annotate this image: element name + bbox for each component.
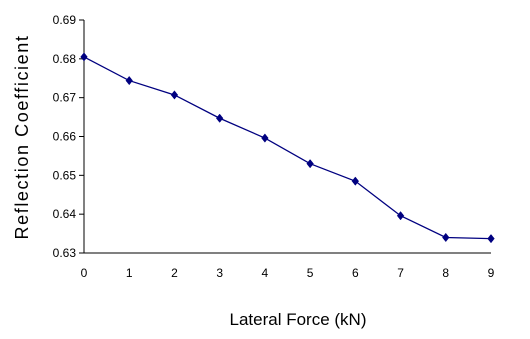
ticks: 0.63 0.64 0.65 0.66 0.67 0.68 0.69 0 1 2 3 4 5 6 7 8 9 bbox=[53, 13, 495, 280]
data-point-marker bbox=[396, 211, 405, 221]
axes bbox=[83, 20, 491, 254]
x-tick-label: 9 bbox=[488, 266, 495, 280]
data-point-marker bbox=[442, 232, 450, 243]
y-tick-label: 0.67 bbox=[53, 91, 77, 105]
y-tick-label: 0.69 bbox=[53, 13, 77, 27]
series bbox=[80, 52, 495, 244]
x-tick-label: 2 bbox=[171, 266, 178, 280]
data-point-marker bbox=[487, 234, 495, 244]
y-tick-label: 0.66 bbox=[53, 130, 77, 144]
x-tick-label: 7 bbox=[397, 266, 404, 280]
series-line bbox=[83, 56, 492, 240]
x-axis-title: Lateral Force (kN) bbox=[230, 310, 367, 329]
x-tick-label: 4 bbox=[262, 266, 269, 280]
y-tick-label: 0.64 bbox=[53, 207, 77, 221]
x-tick-label: 8 bbox=[442, 266, 449, 280]
y-tick-label: 0.65 bbox=[53, 168, 77, 182]
data-point-marker bbox=[170, 90, 179, 100]
data-point-marker bbox=[261, 133, 269, 143]
data-point-marker bbox=[125, 75, 133, 86]
data-point-marker bbox=[351, 176, 360, 186]
x-tick-label: 0 bbox=[81, 266, 88, 280]
y-axis-title: Reflection Coefficient bbox=[12, 35, 32, 240]
y-tick-label: 0.63 bbox=[53, 246, 77, 260]
x-tick-label: 1 bbox=[126, 266, 133, 280]
data-point-marker bbox=[215, 113, 224, 123]
data-point-marker bbox=[306, 159, 314, 169]
data-point-marker bbox=[80, 52, 88, 62]
x-tick-label: 6 bbox=[352, 266, 359, 280]
x-tick-label: 3 bbox=[216, 266, 223, 280]
y-tick-label: 0.68 bbox=[53, 52, 77, 66]
x-tick-label: 5 bbox=[307, 266, 314, 280]
